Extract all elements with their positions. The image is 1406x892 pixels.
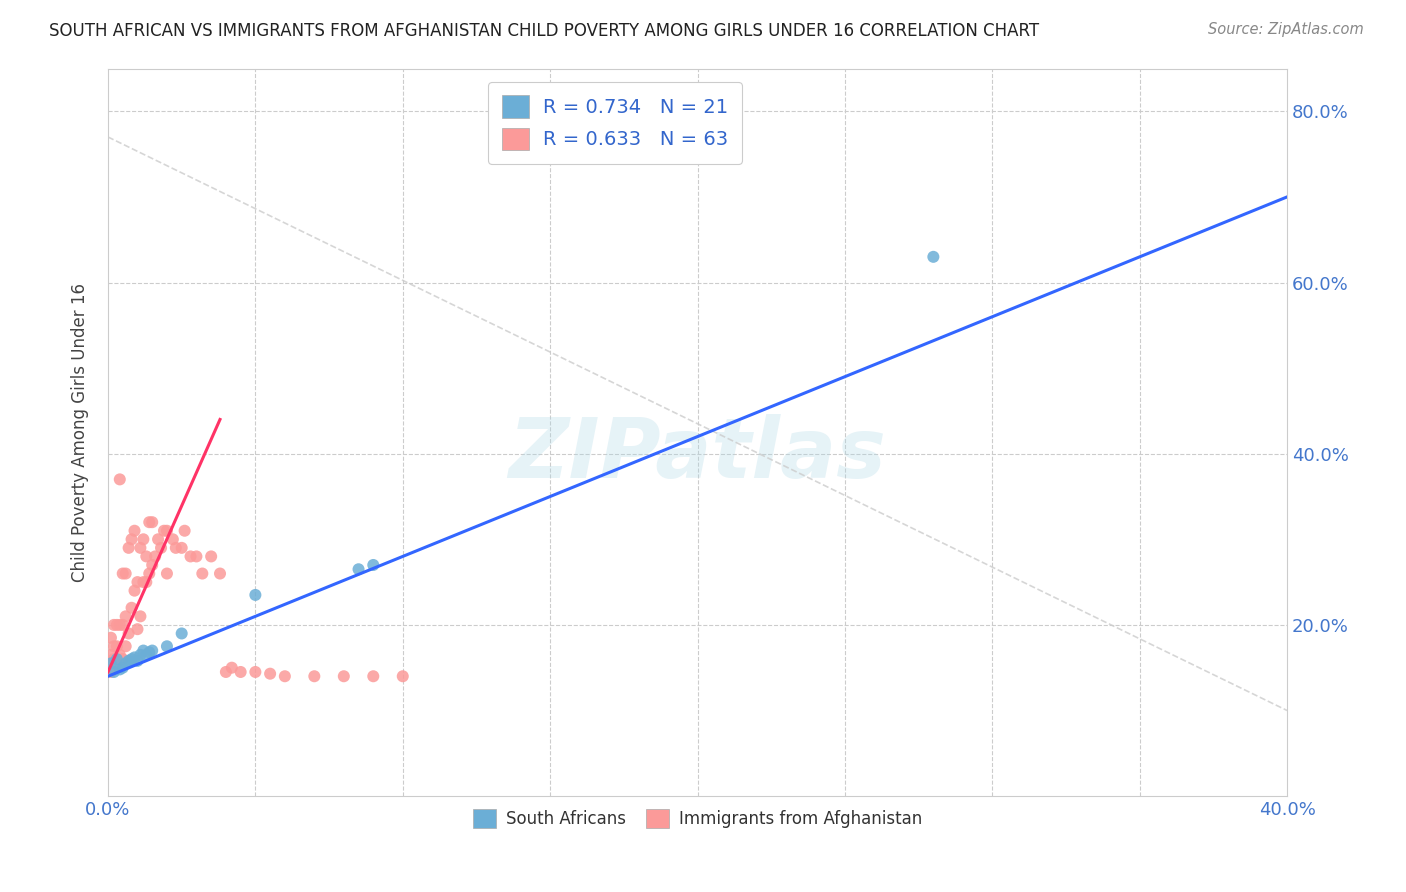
Point: [173, 524, 195, 538]
Point: [114, 566, 136, 581]
Point: [141, 558, 163, 572]
Point: [127, 622, 149, 636]
Point: [129, 609, 152, 624]
Point: [162, 533, 184, 547]
Point: [138, 645, 160, 659]
Point: [124, 524, 146, 538]
Point: [124, 650, 146, 665]
Point: [100, 665, 122, 679]
Point: [114, 657, 136, 671]
Legend: South Africans, Immigrants from Afghanistan: South Africans, Immigrants from Afghanis…: [465, 803, 929, 835]
Point: [141, 515, 163, 529]
Point: [138, 515, 160, 529]
Point: [361, 669, 384, 683]
Point: [117, 654, 139, 668]
Point: [108, 472, 131, 486]
Point: [922, 250, 945, 264]
Point: [221, 661, 243, 675]
Point: [105, 652, 128, 666]
Point: [117, 541, 139, 555]
Point: [138, 566, 160, 581]
Point: [165, 541, 187, 555]
Point: [103, 618, 125, 632]
Point: [333, 669, 356, 683]
Point: [103, 661, 125, 675]
Point: [105, 618, 128, 632]
Point: [114, 609, 136, 624]
Point: [111, 618, 134, 632]
Point: [127, 575, 149, 590]
Point: [100, 631, 122, 645]
Point: [191, 566, 214, 581]
Point: [111, 652, 134, 666]
Point: [103, 665, 125, 679]
Point: [105, 640, 128, 654]
Point: [361, 558, 384, 572]
Point: [156, 566, 179, 581]
Point: [108, 662, 131, 676]
Point: [186, 549, 208, 564]
Text: SOUTH AFRICAN VS IMMIGRANTS FROM AFGHANISTAN CHILD POVERTY AMONG GIRLS UNDER 16 : SOUTH AFRICAN VS IMMIGRANTS FROM AFGHANI…: [49, 22, 1039, 40]
Point: [100, 657, 122, 671]
Point: [150, 541, 173, 555]
Point: [121, 533, 143, 547]
Point: [135, 549, 157, 564]
Point: [215, 665, 238, 679]
Point: [103, 640, 125, 654]
Y-axis label: Child Poverty Among Girls Under 16: Child Poverty Among Girls Under 16: [72, 283, 89, 582]
Point: [129, 541, 152, 555]
Point: [121, 600, 143, 615]
Point: [103, 652, 125, 666]
Point: [391, 669, 413, 683]
Point: [259, 666, 281, 681]
Point: [100, 657, 122, 671]
Point: [141, 643, 163, 657]
Point: [229, 665, 252, 679]
Point: [135, 648, 157, 662]
Point: [129, 648, 152, 662]
Point: [100, 648, 122, 662]
Point: [156, 640, 179, 654]
Point: [245, 588, 267, 602]
Point: [132, 643, 155, 657]
Point: [274, 669, 297, 683]
Point: [121, 652, 143, 666]
Point: [114, 640, 136, 654]
Point: [156, 524, 179, 538]
Point: [117, 626, 139, 640]
Point: [347, 562, 370, 576]
Point: [304, 669, 326, 683]
Point: [111, 661, 134, 675]
Text: ZIPatlas: ZIPatlas: [509, 414, 886, 495]
Point: [108, 618, 131, 632]
Point: [132, 533, 155, 547]
Point: [132, 575, 155, 590]
Point: [170, 541, 193, 555]
Point: [105, 657, 128, 671]
Point: [143, 549, 166, 564]
Point: [180, 549, 202, 564]
Point: [127, 654, 149, 668]
Point: [153, 524, 176, 538]
Point: [124, 583, 146, 598]
Point: [245, 665, 267, 679]
Point: [146, 533, 169, 547]
Text: Source: ZipAtlas.com: Source: ZipAtlas.com: [1208, 22, 1364, 37]
Point: [108, 648, 131, 662]
Point: [200, 549, 222, 564]
Point: [111, 566, 134, 581]
Point: [135, 575, 157, 590]
Point: [208, 566, 231, 581]
Point: [170, 626, 193, 640]
